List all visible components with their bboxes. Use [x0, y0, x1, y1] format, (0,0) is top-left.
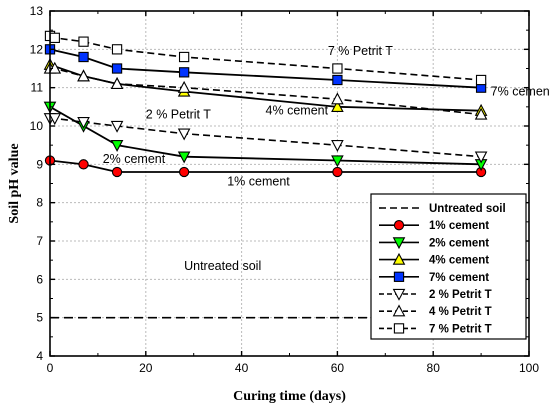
annotation-2: 4% cement	[266, 104, 329, 118]
data-point-4-2	[111, 63, 123, 74]
x-axis-title: Curing time (days)	[233, 389, 346, 404]
y-tick-label: 10	[30, 119, 44, 133]
x-tick-label: 80	[427, 361, 441, 375]
data-point-7-5	[332, 63, 343, 74]
x-tick-label: 60	[331, 361, 345, 375]
data-point-3-4	[331, 100, 344, 112]
legend-marker-3	[392, 252, 406, 265]
legend-label-2: 2% cement	[429, 237, 489, 249]
data-point-6-6	[474, 107, 488, 120]
y-tick-label: 5	[36, 311, 43, 325]
data-point-7-1	[49, 32, 60, 43]
y-tick-label: 11	[31, 81, 44, 95]
data-point-1-3	[178, 166, 190, 178]
data-point-7-2	[78, 36, 89, 47]
data-point-4-3	[178, 67, 190, 78]
series-line-2	[49, 106, 482, 166]
y-axis-title: Soil pH value	[7, 143, 22, 223]
data-point-5-1	[48, 113, 62, 126]
data-point-2-3	[177, 151, 191, 164]
legend-label-7: 7 % Petrit T	[429, 323, 492, 335]
axis-ticks: 0 20 40 60 80 100 4 5 6 7 8 9 10 11 12 13	[30, 4, 540, 375]
annotation-4: 2% cement	[103, 152, 166, 166]
data-point-6-2	[77, 69, 90, 82]
data-point-1-1	[78, 159, 89, 170]
x-tick-label: 40	[235, 361, 249, 375]
data-point-5-5	[331, 140, 344, 152]
legend-label-3: 4% cement	[429, 255, 489, 267]
annotations: 7 % Petrit T 7% cement 4% cement 2 % Petrit…	[103, 44, 550, 273]
data-point-5-6	[474, 151, 488, 164]
legend-marker-7	[393, 323, 405, 334]
data-point-7-4	[178, 51, 190, 63]
x-tick-label: 20	[139, 361, 153, 375]
legend-label-5: 2 % Petrit T	[429, 289, 492, 301]
series-line-4	[49, 48, 482, 89]
x-tick-label: 0	[47, 361, 54, 375]
legend-marker-5	[392, 288, 406, 301]
legend-marker-6	[392, 304, 406, 317]
legend-label-0: Untreated soil	[429, 203, 506, 215]
data-point-4-4	[332, 74, 343, 86]
legend-marker-2	[392, 237, 406, 250]
data-point-7-3	[111, 44, 123, 55]
data-point-5-2	[77, 117, 90, 129]
annotation-6: Untreated soil	[184, 259, 261, 273]
data-point-2-4	[331, 155, 344, 168]
legend-marker-1	[393, 220, 405, 231]
legend-label-4: 7% cement	[429, 272, 489, 284]
y-tick-label: 8	[36, 196, 43, 210]
y-tick-label: 9	[36, 157, 43, 171]
series-line-1	[49, 159, 482, 173]
annotation-5: 1% cement	[227, 174, 290, 188]
data-point-2-2	[110, 140, 124, 152]
legend-label-1: 1% cement	[429, 220, 489, 232]
series-markers	[43, 30, 488, 178]
y-tick-label: 6	[36, 272, 43, 286]
data-point-5-4	[177, 128, 191, 141]
data-point-7-6	[475, 74, 487, 86]
data-point-1-4	[332, 166, 343, 178]
data-point-6-5	[331, 92, 344, 105]
data-point-4-1	[78, 51, 89, 63]
data-point-6-4	[177, 80, 191, 93]
y-tick-label: 4	[36, 349, 43, 363]
data-point-1-2	[111, 166, 123, 178]
legend: Untreated soil 1% cement 2% cement 4% cemen…	[370, 193, 527, 340]
y-tick-label: 13	[30, 4, 44, 18]
annotation-1: 7% cement	[491, 84, 550, 98]
legend-label-6: 4 % Petrit T	[429, 306, 492, 318]
annotation-3: 2 % Petrit T	[146, 107, 211, 121]
y-tick-label: 7	[36, 234, 43, 248]
annotation-0: 7 % Petrit T	[328, 44, 393, 58]
y-tick-label: 12	[30, 42, 44, 56]
data-point-5-3	[110, 120, 124, 133]
legend-marker-4	[393, 271, 405, 282]
x-tick-label: 100	[519, 361, 539, 375]
data-point-6-3	[110, 77, 124, 89]
